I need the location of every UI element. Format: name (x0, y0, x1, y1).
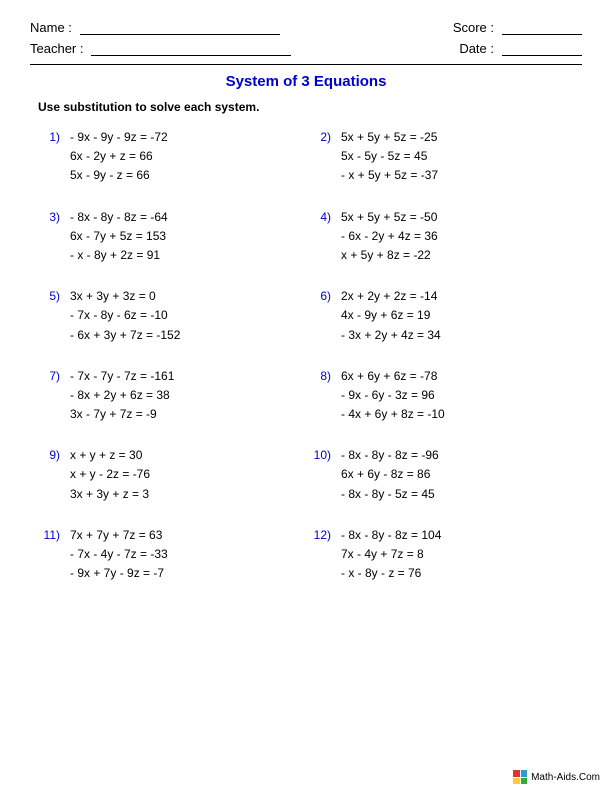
footer: Math-Aids.Com (513, 770, 600, 784)
score-field: Score : (453, 20, 582, 35)
equation: x + y + z = 30 (70, 446, 150, 465)
equation: - 8x - 8y - 8z = -64 (70, 208, 168, 227)
problem-number: 1) (40, 128, 70, 186)
problem-number: 9) (40, 446, 70, 504)
equation-list: - 8x - 8y - 8z = -646x - 7y + 5z = 153- … (70, 208, 168, 266)
name-field: Name : (30, 20, 280, 35)
equation-list: - 7x - 7y - 7z = -161- 8x + 2y + 6z = 38… (70, 367, 174, 425)
teacher-label: Teacher : (30, 41, 83, 56)
equation: 6x + 6y - 8z = 86 (341, 465, 439, 484)
equation: x + 5y + 8z = -22 (341, 246, 438, 265)
page-title: System of 3 Equations (30, 73, 582, 90)
equation: 5x - 9y - z = 66 (70, 166, 168, 185)
equation: 3x - 7y + 7z = -9 (70, 405, 174, 424)
equation-list: 3x + 3y + 3z = 0- 7x - 8y - 6z = -10- 6x… (70, 287, 180, 345)
problem-number: 6) (311, 287, 341, 345)
equation: - 4x + 6y + 8z = -10 (341, 405, 445, 424)
problem-number: 7) (40, 367, 70, 425)
problem-number: 5) (40, 287, 70, 345)
equation: - x + 5y + 5z = -37 (341, 166, 438, 185)
problem: 4)5x + 5y + 5z = -50- 6x - 2y + 4z = 36x… (311, 208, 572, 266)
problem: 10)- 8x - 8y - 8z = -966x + 6y - 8z = 86… (311, 446, 572, 504)
equation-list: - 9x - 9y - 9z = -726x - 2y + z = 665x -… (70, 128, 168, 186)
equation: - 9x - 9y - 9z = -72 (70, 128, 168, 147)
equation-list: 2x + 2y + 2z = -144x - 9y + 6z = 19- 3x … (341, 287, 441, 345)
equation: 2x + 2y + 2z = -14 (341, 287, 441, 306)
equation: 6x - 2y + z = 66 (70, 147, 168, 166)
equation: 7x + 7y + 7z = 63 (70, 526, 168, 545)
problem-number: 8) (311, 367, 341, 425)
equation: 4x - 9y + 6z = 19 (341, 306, 441, 325)
equation: - 8x - 8y - 8z = -96 (341, 446, 439, 465)
problem: 12)- 8x - 8y - 8z = 1047x - 4y + 7z = 8-… (311, 526, 572, 584)
equation: - 3x + 2y + 4z = 34 (341, 326, 441, 345)
problem: 3)- 8x - 8y - 8z = -646x - 7y + 5z = 153… (40, 208, 301, 266)
equation: 5x + 5y + 5z = -50 (341, 208, 438, 227)
problem: 6)2x + 2y + 2z = -144x - 9y + 6z = 19- 3… (311, 287, 572, 345)
problem: 1)- 9x - 9y - 9z = -726x - 2y + z = 665x… (40, 128, 301, 186)
date-input-line[interactable] (502, 42, 582, 56)
score-label: Score : (453, 20, 494, 35)
equation-list: x + y + z = 30x + y - 2z = -763x + 3y + … (70, 446, 150, 504)
equation: 3x + 3y + z = 3 (70, 485, 150, 504)
logo-icon (513, 770, 527, 784)
equation: - 8x - 8y - 8z = 104 (341, 526, 441, 545)
equation: 6x - 7y + 5z = 153 (70, 227, 168, 246)
equation: 3x + 3y + 3z = 0 (70, 287, 180, 306)
teacher-input-line[interactable] (91, 42, 291, 56)
problem: 7)- 7x - 7y - 7z = -161- 8x + 2y + 6z = … (40, 367, 301, 425)
equation: - 6x + 3y + 7z = -152 (70, 326, 180, 345)
score-input-line[interactable] (502, 21, 582, 35)
date-field: Date : (459, 41, 582, 56)
problems-grid: 1)- 9x - 9y - 9z = -726x - 2y + z = 665x… (30, 128, 582, 583)
problem-number: 4) (311, 208, 341, 266)
equation: - 9x - 6y - 3z = 96 (341, 386, 445, 405)
equation: x + y - 2z = -76 (70, 465, 150, 484)
header-divider (30, 64, 582, 65)
equation: - 6x - 2y + 4z = 36 (341, 227, 438, 246)
name-input-line[interactable] (80, 21, 280, 35)
problem-number: 12) (311, 526, 341, 584)
problem: 9)x + y + z = 30x + y - 2z = -763x + 3y … (40, 446, 301, 504)
equation: 7x - 4y + 7z = 8 (341, 545, 441, 564)
equation: - 8x + 2y + 6z = 38 (70, 386, 174, 405)
equation: - x - 8y - z = 76 (341, 564, 441, 583)
problem: 11)7x + 7y + 7z = 63- 7x - 4y - 7z = -33… (40, 526, 301, 584)
equation: - 9x + 7y - 9z = -7 (70, 564, 168, 583)
equation-list: 7x + 7y + 7z = 63- 7x - 4y - 7z = -33- 9… (70, 526, 168, 584)
problem-number: 2) (311, 128, 341, 186)
equation: 6x + 6y + 6z = -78 (341, 367, 445, 386)
date-label: Date : (459, 41, 494, 56)
equation: - 7x - 8y - 6z = -10 (70, 306, 180, 325)
equation: - 7x - 7y - 7z = -161 (70, 367, 174, 386)
problem: 5)3x + 3y + 3z = 0- 7x - 8y - 6z = -10- … (40, 287, 301, 345)
equation: - 7x - 4y - 7z = -33 (70, 545, 168, 564)
problem-number: 10) (311, 446, 341, 504)
equation-list: - 8x - 8y - 8z = 1047x - 4y + 7z = 8- x … (341, 526, 441, 584)
problem-number: 3) (40, 208, 70, 266)
equation: - x - 8y + 2z = 91 (70, 246, 168, 265)
footer-site: Math-Aids.Com (531, 772, 600, 783)
equation: - 8x - 8y - 5z = 45 (341, 485, 439, 504)
equation-list: - 8x - 8y - 8z = -966x + 6y - 8z = 86- 8… (341, 446, 439, 504)
problem: 8)6x + 6y + 6z = -78- 9x - 6y - 3z = 96-… (311, 367, 572, 425)
equation-list: 5x + 5y + 5z = -50- 6x - 2y + 4z = 36x +… (341, 208, 438, 266)
name-label: Name : (30, 20, 72, 35)
equation-list: 6x + 6y + 6z = -78- 9x - 6y - 3z = 96- 4… (341, 367, 445, 425)
equation-list: 5x + 5y + 5z = -255x - 5y - 5z = 45- x +… (341, 128, 438, 186)
equation: 5x - 5y - 5z = 45 (341, 147, 438, 166)
problem: 2)5x + 5y + 5z = -255x - 5y - 5z = 45- x… (311, 128, 572, 186)
instructions-text: Use substitution to solve each system. (38, 100, 582, 114)
teacher-field: Teacher : (30, 41, 291, 56)
problem-number: 11) (40, 526, 70, 584)
equation: 5x + 5y + 5z = -25 (341, 128, 438, 147)
